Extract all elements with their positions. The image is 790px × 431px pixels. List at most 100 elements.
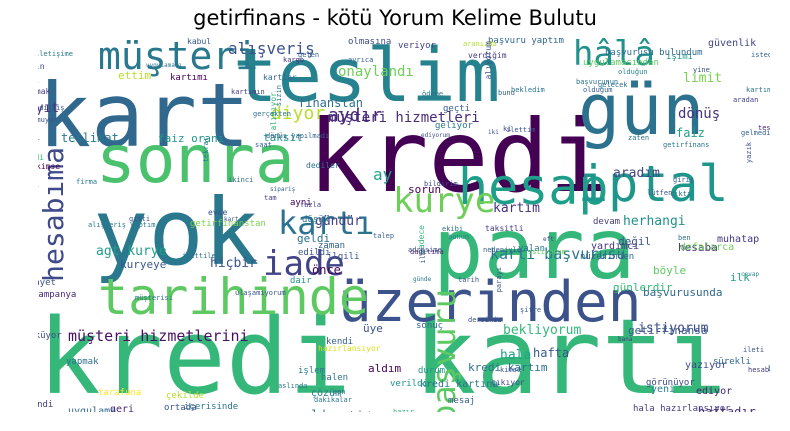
cloud-word: üzerinden bbox=[338, 270, 642, 335]
cloud-word: sizin bbox=[275, 85, 283, 107]
cloud-word: böyle bbox=[653, 264, 687, 277]
cloud-word: taksitli bbox=[485, 224, 524, 233]
cloud-word: ediyor bbox=[696, 386, 733, 397]
cloud-word: müşteri hizmetlerini bbox=[68, 327, 249, 345]
cloud-word: başvurusunda bbox=[643, 286, 723, 299]
cloud-word: saat bbox=[255, 141, 272, 149]
cloud-word: herhangi bbox=[623, 214, 686, 229]
cloud-word: ayrıca bbox=[348, 56, 374, 64]
cloud-word: sonra bbox=[96, 121, 295, 198]
cloud-word: kart bbox=[38, 64, 250, 167]
cloud-word: veriyor bbox=[398, 41, 436, 51]
cloud-word: hiçbir bbox=[210, 256, 257, 271]
cloud-word: kartı bbox=[278, 204, 375, 242]
cloud-word: ilettim bbox=[506, 126, 536, 134]
cloud-word: kredi bbox=[308, 98, 610, 215]
cloud-word: yalan bbox=[518, 244, 546, 254]
cloud-word: dağıtıma bbox=[410, 248, 444, 256]
cloud-word: kullanmak bbox=[38, 87, 51, 96]
cloud-word: adresime bbox=[408, 246, 442, 254]
cloud-word: istedim bbox=[751, 51, 770, 59]
cloud-word: ayni bbox=[290, 198, 312, 208]
cloud-word: işimi bbox=[666, 52, 694, 62]
cloud-word: parayı bbox=[495, 267, 503, 293]
cloud-word: başvuru bbox=[425, 289, 463, 412]
cloud-word: gelen bbox=[298, 51, 320, 59]
cloud-word: ilk bbox=[730, 271, 750, 284]
cloud-word: hâlâ bbox=[573, 37, 655, 74]
cloud-word: teslim bbox=[233, 37, 501, 119]
cloud-word: kart bbox=[224, 216, 239, 223]
cloud-word: nedeniyle bbox=[483, 246, 521, 254]
cloud-word: dair bbox=[290, 276, 312, 286]
cloud-word: geldi bbox=[297, 232, 331, 245]
cloud-word: kurye bbox=[393, 181, 496, 221]
cloud-word: bana bbox=[618, 336, 633, 343]
cloud-word: yazıyor bbox=[685, 360, 728, 371]
cloud-word: şifre bbox=[520, 306, 542, 314]
cloud-word: son bbox=[333, 388, 346, 396]
cloud-word: gelecek bbox=[598, 81, 628, 89]
cloud-word: tarih bbox=[458, 276, 480, 284]
cloud-word: cevap bbox=[741, 271, 760, 278]
cloud-word: gerçekten bbox=[253, 110, 291, 118]
cloud-word: uygulaması bbox=[146, 62, 183, 69]
cloud-word: kimse bbox=[500, 366, 522, 374]
cloud-word: para bbox=[433, 200, 636, 298]
cloud-word: evde bbox=[208, 208, 228, 217]
cloud-word: söylendi bbox=[38, 400, 54, 410]
cloud-word: müşteri bbox=[98, 37, 259, 78]
cloud-word: bildirim bbox=[424, 180, 458, 188]
cloud-word: ki bbox=[503, 125, 512, 133]
cloud-word: sorun bbox=[408, 183, 442, 196]
cloud-word: finanstan bbox=[298, 96, 364, 110]
cloud-word: kayıt bbox=[38, 101, 60, 116]
cloud-word: çıkıyor bbox=[491, 378, 525, 387]
cloud-word: faiz oranı bbox=[158, 132, 225, 145]
cloud-word: iptal bbox=[578, 155, 729, 213]
cloud-word: müşteri hizmetleri bbox=[328, 110, 480, 126]
cloud-word: kartlar bbox=[263, 73, 297, 82]
cloud-word: alışveriş bbox=[228, 39, 315, 58]
cloud-word: giriş bbox=[673, 176, 695, 184]
cloud-word: üye bbox=[363, 322, 383, 335]
cloud-word: edildi bbox=[298, 248, 331, 258]
cloud-word: değil bbox=[618, 235, 652, 248]
cloud-word: hazırlansıyor bbox=[318, 344, 381, 353]
cloud-word: yeni bbox=[651, 384, 676, 395]
cloud-word: hala bbox=[500, 348, 532, 363]
cloud-word: sipariş bbox=[270, 186, 296, 193]
cloud-word: kredi kartı bbox=[38, 296, 727, 412]
cloud-word: başka bbox=[768, 365, 770, 373]
cloud-word: limit bbox=[683, 71, 723, 86]
cloud-word: olmasına bbox=[348, 37, 392, 47]
cloud-word: tarihinde bbox=[98, 268, 369, 326]
cloud-word: dönüş bbox=[678, 106, 721, 122]
cloud-word: aradan bbox=[733, 96, 759, 104]
cloud-word: kartı bbox=[38, 182, 39, 189]
cloud-word: günde bbox=[413, 276, 432, 283]
cloud-word: aradım bbox=[613, 166, 660, 181]
cloud-word: gelmedi bbox=[741, 129, 770, 137]
cloud-word: yazık bbox=[745, 142, 753, 164]
cloud-word: iade bbox=[263, 244, 345, 284]
cloud-word: nüzerinden bbox=[580, 252, 635, 262]
cloud-word: yapmak bbox=[66, 357, 99, 367]
cloud-word: uygulama bbox=[68, 406, 117, 413]
cloud-word: günlerdir bbox=[613, 281, 673, 294]
cloud-word: devam bbox=[593, 217, 621, 227]
cloud-word: sonuç bbox=[416, 321, 444, 331]
cloud-word: alıyorum bbox=[484, 41, 493, 80]
cloud-word: başvurunun bbox=[576, 78, 619, 86]
cloud-word: önce bbox=[312, 263, 341, 277]
cloud-word: yine bbox=[693, 66, 710, 74]
cloud-word: eft bbox=[543, 236, 554, 243]
cloud-word: geçti bbox=[443, 104, 471, 114]
cloud-word: gözüküyor bbox=[38, 331, 62, 341]
cloud-word: kuryeye bbox=[120, 258, 167, 271]
cloud-word: iki bbox=[488, 129, 499, 136]
figure-title: getirfinans - kötü Yorum Kelime Bulutu bbox=[193, 6, 597, 30]
cloud-word: hazır bbox=[393, 408, 415, 413]
cloud-word: aranızda bbox=[463, 40, 497, 48]
